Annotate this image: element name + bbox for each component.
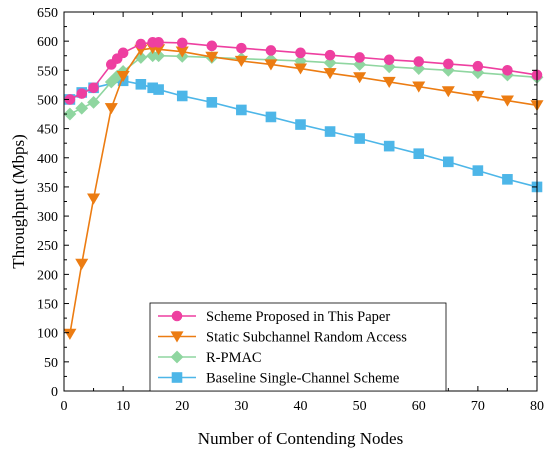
data-point-circle	[265, 45, 277, 56]
x-tick-label: 40	[294, 399, 308, 414]
data-point-triangle	[104, 103, 118, 115]
data-point-triangle	[293, 63, 308, 75]
axes: 0 10 20 30 40 50 60 70 80 0 50 100 150 200 250 300 350 40…	[37, 6, 544, 414]
data-point-circle	[383, 54, 395, 66]
y-tick-label: 0	[51, 385, 58, 400]
data-point-circle	[354, 52, 365, 63]
data-point-triangle	[75, 258, 89, 270]
x-tick-label: 20	[175, 399, 189, 414]
data-point-diamond	[87, 95, 100, 109]
y-tick-label: 200	[37, 268, 58, 283]
data-point-circle	[236, 42, 247, 54]
data-point-triangle	[234, 55, 248, 67]
data-point-triangle	[412, 81, 426, 93]
data-point-triangle	[441, 86, 455, 98]
data-point-square	[153, 84, 164, 95]
data-point-square	[443, 156, 454, 168]
data-point-triangle	[87, 193, 101, 205]
data-point-square	[206, 97, 218, 108]
data-point-square	[236, 104, 247, 116]
legend-item: R-PMAC	[158, 350, 262, 366]
legend-marker-triangle	[170, 331, 184, 343]
legend-box	[149, 302, 447, 392]
data-point-triangle	[205, 51, 219, 63]
legend-label: R-PMAC	[206, 350, 262, 366]
data-point-triangle	[500, 95, 514, 107]
data-point-circle	[88, 82, 99, 94]
data-point-square	[383, 140, 395, 152]
y-tick-label: 100	[37, 327, 58, 342]
y-tick-label: 500	[37, 93, 58, 108]
series-markers-2	[63, 43, 544, 340]
y-axis-title: Throughput (Mbps)	[9, 134, 28, 269]
y-tick-label: 50	[44, 356, 58, 371]
legend-item: Scheme Proposed in This Paper	[158, 309, 390, 325]
legend-marker-circle	[171, 310, 183, 322]
data-point-square	[502, 174, 513, 185]
x-tick-label: 0	[61, 399, 68, 414]
data-point-diamond	[63, 107, 77, 121]
legend: Scheme Proposed in This Paper Static Subc…	[149, 302, 447, 392]
data-point-circle	[472, 60, 484, 72]
data-point-square	[354, 133, 365, 144]
x-tick-label: 10	[116, 399, 130, 414]
data-point-triangle	[471, 90, 485, 102]
y-tick-label: 250	[37, 239, 58, 254]
legend-label: Static Subchannel Random Access	[206, 330, 407, 346]
data-point-triangle	[116, 71, 130, 83]
y-tick-label: 300	[37, 210, 58, 225]
x-tick-label: 70	[471, 399, 485, 414]
data-point-square	[472, 165, 484, 176]
data-point-square	[265, 111, 277, 123]
y-tick-label: 450	[37, 123, 58, 138]
legend-item: Baseline Single-Channel Scheme	[158, 371, 399, 387]
data-point-triangle	[264, 59, 278, 71]
data-point-diamond	[75, 101, 89, 115]
x-tick-label: 80	[530, 399, 544, 414]
data-point-circle	[443, 58, 454, 70]
series-line-4	[69, 79, 538, 188]
legend-item: Static Subchannel Random Access	[158, 330, 407, 346]
data-point-circle	[135, 38, 147, 50]
data-point-circle	[206, 40, 218, 52]
x-tick-label: 60	[412, 399, 426, 414]
y-tick-label: 400	[37, 152, 58, 167]
data-point-square	[135, 79, 147, 90]
series-line-2	[69, 47, 538, 334]
data-point-circle	[502, 65, 513, 76]
data-point-square	[413, 148, 425, 159]
y-tick-label: 150	[37, 298, 58, 313]
x-tick-label: 50	[353, 399, 367, 414]
data-point-triangle	[382, 76, 396, 88]
data-point-circle	[153, 37, 164, 48]
legend-marker-square	[171, 372, 183, 383]
y-tick-label: 550	[37, 64, 58, 79]
y-tick-label: 350	[37, 181, 58, 196]
data-point-square	[295, 119, 306, 130]
data-point-circle	[295, 47, 306, 59]
legend-label: Scheme Proposed in This Paper	[206, 309, 390, 325]
plot-area	[63, 37, 544, 340]
x-tick-label: 30	[234, 399, 248, 414]
data-point-circle	[76, 88, 88, 99]
data-point-circle	[324, 49, 336, 61]
y-tick-label: 650	[37, 6, 58, 21]
data-point-circle	[176, 37, 188, 49]
data-point-triangle	[353, 72, 367, 84]
y-tick-label: 600	[37, 35, 58, 50]
x-axis-title: Number of Contending Nodes	[198, 429, 403, 448]
data-point-triangle	[323, 68, 337, 80]
data-point-square	[324, 126, 336, 137]
series-markers-4	[64, 75, 543, 193]
data-point-triangle	[63, 328, 77, 340]
data-point-circle	[117, 47, 129, 59]
legend-label: Baseline Single-Channel Scheme	[206, 371, 399, 387]
data-point-circle	[413, 56, 425, 67]
data-point-diamond	[152, 49, 166, 63]
legend-marker-diamond	[170, 350, 184, 364]
data-point-square	[176, 90, 188, 102]
